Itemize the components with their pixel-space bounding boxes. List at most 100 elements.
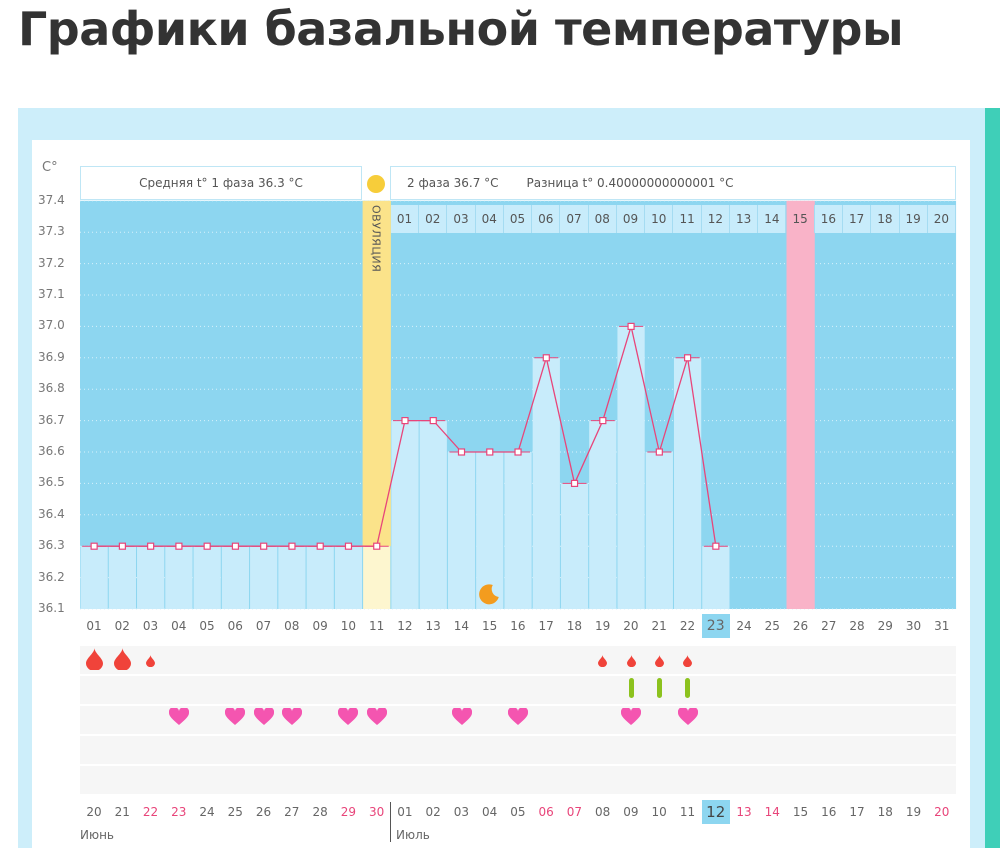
calendar-date[interactable]: 05 [510,805,526,819]
phase2-day-label: 14 [758,205,787,233]
cycle-day-label[interactable]: 16 [510,619,526,633]
marker-row[interactable] [80,736,956,766]
drop-icon[interactable] [84,648,104,674]
calendar-date[interactable]: 03 [453,805,470,819]
small-drop-icon[interactable] [141,652,161,671]
temperature-point [316,542,324,550]
cycle-day-label[interactable]: 17 [538,619,554,633]
calendar-date[interactable]: 02 [425,805,441,819]
green-mark-icon[interactable] [621,678,641,698]
cycle-day-label[interactable]: 22 [679,619,696,633]
small-drop-icon[interactable] [649,652,669,671]
cycle-day-label[interactable]: 23 [701,614,730,638]
cycle-day-label[interactable]: 03 [142,619,159,633]
calendar-date[interactable]: 13 [736,805,752,819]
cycle-day-label[interactable]: 10 [340,619,356,633]
phase2-day-label: 08 [588,205,617,233]
calendar-date[interactable]: 26 [255,805,272,819]
cycle-day-label[interactable]: 05 [199,619,215,633]
calendar-date[interactable]: 15 [792,805,809,819]
cycle-day-label[interactable]: 01 [86,619,102,633]
cycle-day-label[interactable]: 27 [821,619,837,633]
calendar-date[interactable]: 20 [86,805,102,819]
cycle-day-label[interactable]: 12 [397,619,413,633]
calendar-date[interactable]: 29 [340,805,356,819]
calendar-date[interactable]: 27 [284,805,300,819]
cycle-day-label[interactable]: 21 [651,619,667,633]
heart-icon[interactable] [281,706,303,730]
cycle-day-label[interactable]: 13 [425,619,441,633]
heart-icon[interactable] [253,706,274,730]
drop-icon[interactable] [112,648,132,674]
calendar-date[interactable]: 10 [651,805,667,819]
heart-icon[interactable] [451,706,472,730]
small-drop-icon[interactable] [593,652,613,671]
calendar-date[interactable]: 08 [595,805,611,819]
small-drop-icon[interactable] [621,652,641,671]
cycle-day-label[interactable]: 31 [934,619,950,633]
cycle-day-label[interactable]: 11 [368,619,385,633]
y-tick-label: 36.4 [38,506,65,521]
green-mark-icon[interactable] [678,678,698,698]
marker-row[interactable] [80,646,956,676]
green-mark-icon[interactable] [649,678,669,698]
y-tick-label: 36.3 [38,538,65,553]
cycle-day-label[interactable]: 29 [877,619,893,633]
heart-icon[interactable] [366,706,387,730]
heart-icon[interactable] [507,706,529,730]
temperature-point [373,542,381,550]
calendar-date[interactable]: 09 [623,805,639,819]
calendar-date[interactable]: 21 [114,805,130,819]
heart-icon[interactable] [225,706,246,730]
heart-icon[interactable] [338,706,359,730]
calendar-date[interactable]: 23 [171,805,187,819]
cycle-day-label[interactable]: 15 [481,619,498,633]
cycle-day-label[interactable]: 19 [595,619,611,633]
heart-icon[interactable] [620,706,642,730]
calendar-date[interactable]: 07 [566,805,583,819]
cycle-day-label[interactable]: 06 [227,619,243,633]
heart-icon[interactable] [677,706,698,730]
phase2-day-label: 20 [927,205,957,233]
calendar-date[interactable]: 04 [481,805,498,819]
calendar-date[interactable]: 30 [368,805,385,819]
cycle-day-label[interactable]: 04 [171,619,187,633]
side-tab[interactable] [985,108,1000,848]
cycle-day-label[interactable]: 18 [566,619,583,633]
calendar-date[interactable]: 16 [821,805,837,819]
small-drop-icon[interactable] [678,652,698,671]
y-tick-label: 37.4 [38,192,65,207]
marker-row[interactable] [80,676,956,706]
calendar-date[interactable]: 18 [877,805,893,819]
cycle-day-label[interactable]: 28 [849,619,865,633]
calendar-date[interactable]: 24 [199,805,215,819]
calendar-date[interactable]: 20 [934,805,950,819]
calendar-date[interactable]: 01 [397,805,413,819]
cycle-day-label[interactable]: 02 [114,619,130,633]
calendar-date[interactable]: 12 [701,800,730,824]
cycle-day-label[interactable]: 07 [255,619,272,633]
cycle-day-label[interactable]: 26 [792,619,809,633]
cycle-day-label[interactable]: 30 [905,619,922,633]
calendar-date[interactable]: 22 [142,805,159,819]
temperature-point [683,354,692,362]
calendar-date[interactable]: 17 [849,805,865,819]
calendar-date[interactable]: 25 [227,805,243,819]
temperature-point [90,542,98,550]
y-tick-label: 36.8 [38,381,65,396]
cycle-day-label[interactable]: 08 [284,619,300,633]
calendar-date[interactable]: 28 [312,805,328,819]
ovulation-label: ОВУЛЯЦИЯ [369,205,383,273]
heart-icon[interactable] [168,706,190,730]
calendar-date[interactable]: 06 [538,805,554,819]
cycle-day-label[interactable]: 20 [623,619,639,633]
marker-row[interactable] [80,766,956,796]
cycle-day-label[interactable]: 24 [736,619,752,633]
temperature-bar [80,546,108,609]
cycle-day-label[interactable]: 25 [764,619,780,633]
cycle-day-label[interactable]: 14 [453,619,470,633]
calendar-date[interactable]: 19 [905,805,922,819]
cycle-day-label[interactable]: 09 [312,619,328,633]
calendar-date[interactable]: 14 [764,805,780,819]
calendar-date[interactable]: 11 [679,805,696,819]
